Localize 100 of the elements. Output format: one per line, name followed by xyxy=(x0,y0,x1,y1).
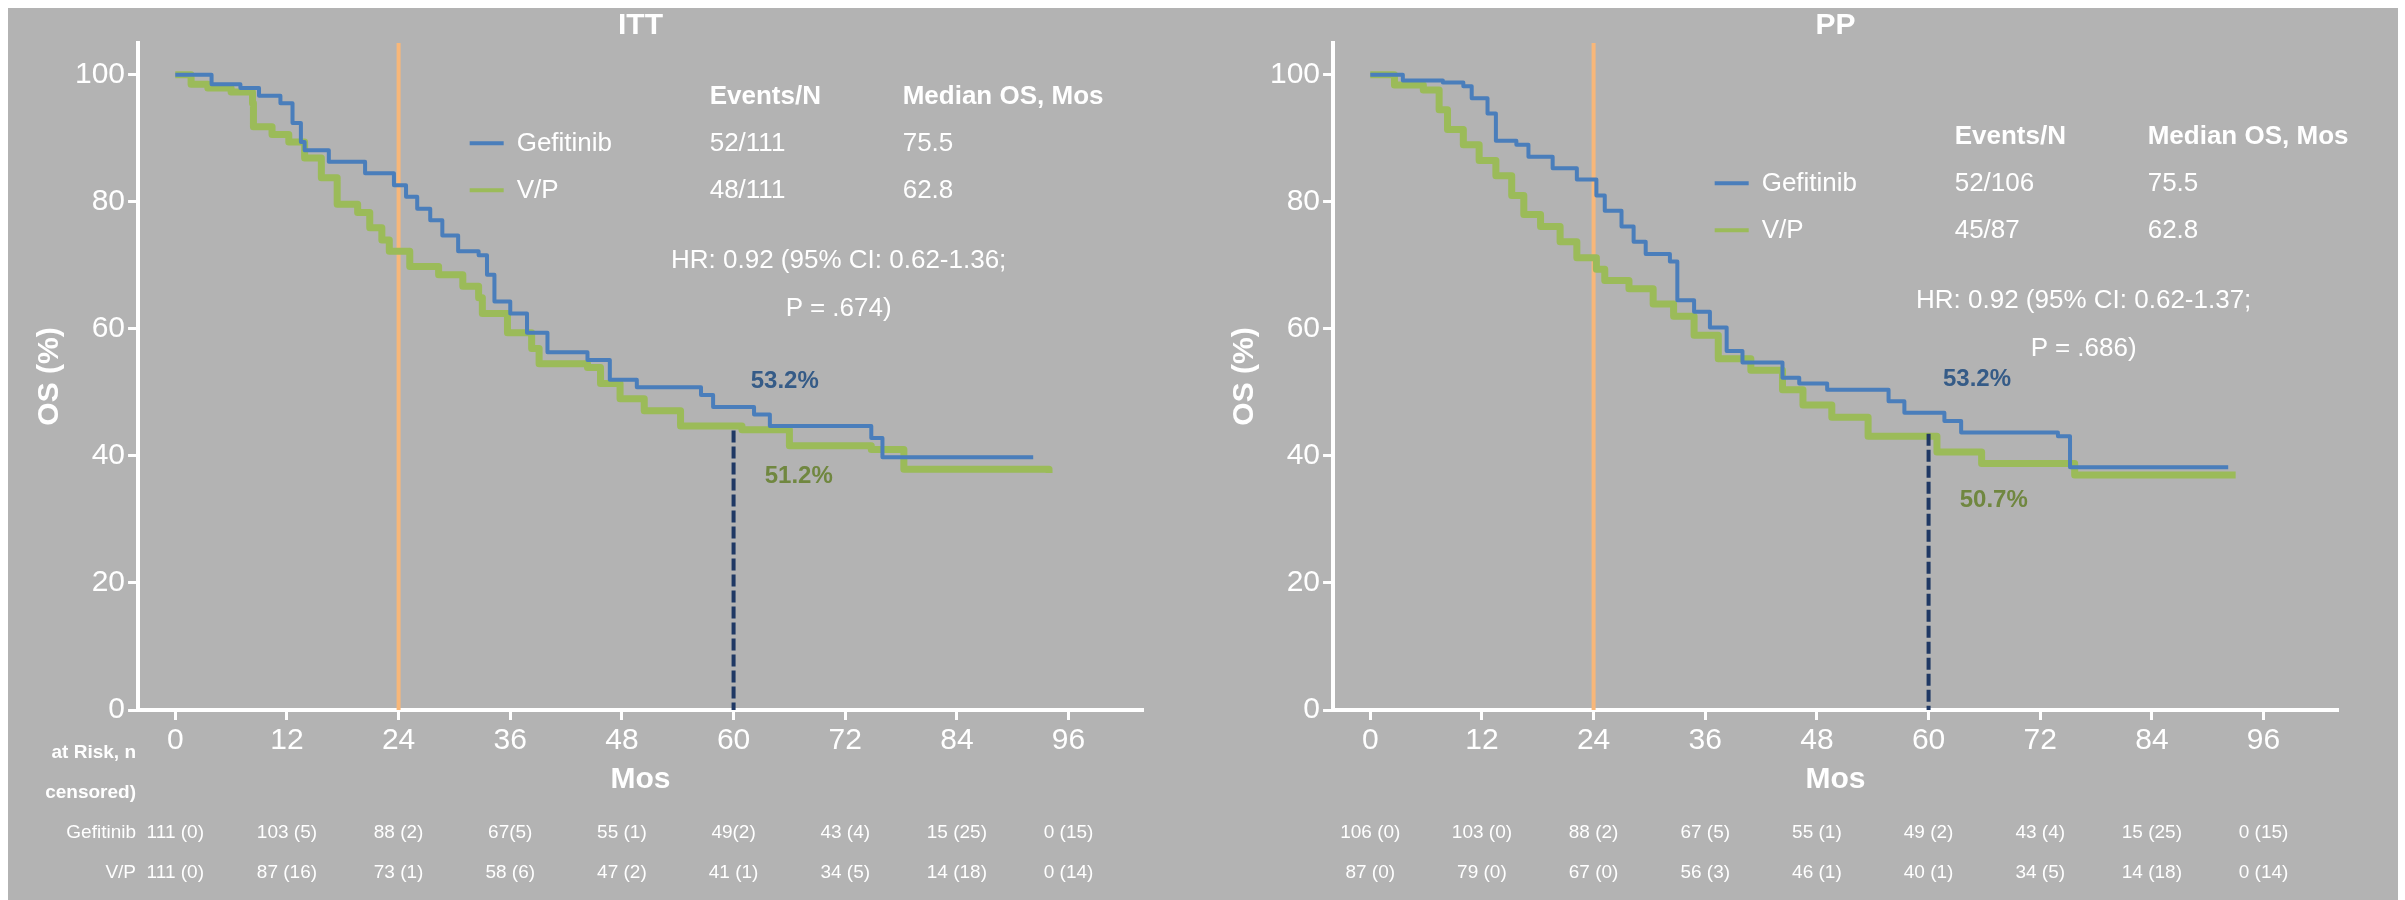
text: 14 (18) xyxy=(926,861,987,883)
text: 111 (0) xyxy=(146,861,204,883)
x-tick-label: 24 xyxy=(381,722,416,756)
annotation: HR: 0.92 (95% CI: 0.62-1.36; xyxy=(671,243,1007,274)
text: 41 (1) xyxy=(708,861,759,883)
annotation: HR: 0.92 (95% CI: 0.62-1.37; xyxy=(1916,283,2252,314)
text: 87 (16) xyxy=(256,861,318,883)
y-tick-label: 40 xyxy=(91,437,126,471)
text: 49 (2) xyxy=(1903,821,1954,843)
legend-label: Gefitinib xyxy=(516,126,613,157)
annotation: 50.7% xyxy=(1959,485,2028,512)
y-axis-title: OS (%) xyxy=(1226,327,1260,426)
x-tick-label: 60 xyxy=(1911,722,1946,756)
text: 34 (5) xyxy=(2015,861,2066,883)
y-tick-label: 60 xyxy=(1286,310,1321,344)
y-axis-title: OS (%) xyxy=(31,327,65,426)
text: 67 (5) xyxy=(1680,821,1731,843)
annotation: 53.2% xyxy=(750,365,819,393)
text: 55 (1) xyxy=(597,821,647,843)
text: 0 (14) xyxy=(1043,861,1094,883)
text: 43 (4) xyxy=(820,821,871,843)
x-tick-label: 96 xyxy=(2246,722,2281,756)
annotation: Median OS, Mos xyxy=(2147,119,2349,150)
x-tick-label: 84 xyxy=(940,722,974,756)
annotation: 75.5 xyxy=(2147,166,2199,197)
text: 55 (1) xyxy=(1792,821,1842,843)
annotation: P = .674) xyxy=(785,291,892,322)
text: 49(2) xyxy=(711,821,756,843)
y-tick-label: 80 xyxy=(1286,183,1321,217)
text: 0 (15) xyxy=(1043,821,1094,843)
x-axis-title: Mos xyxy=(1805,761,1866,795)
text: 56 (3) xyxy=(1680,861,1731,883)
text: 47 (2) xyxy=(597,861,647,883)
annotation: P = .686) xyxy=(2030,331,2137,362)
text: V/P xyxy=(105,861,136,883)
text: at Risk, n xyxy=(51,741,136,763)
annotation: 52/106 xyxy=(1954,166,2035,197)
chart-title: ITT xyxy=(618,7,664,41)
text: 14 (18) xyxy=(2121,861,2182,883)
chart-title: PP xyxy=(1815,7,1856,41)
text: 79 (0) xyxy=(1457,861,1507,883)
annotation: 52/111 xyxy=(709,126,786,157)
annotation: 62.8 xyxy=(902,173,954,204)
annotation: 62.8 xyxy=(2147,213,2199,244)
annotation: Events/N xyxy=(1954,119,2066,150)
x-tick-label: 36 xyxy=(493,722,527,756)
x-tick-label: 72 xyxy=(828,722,862,756)
x-tick-label: 0 xyxy=(1361,722,1379,756)
text: 46 (1) xyxy=(1792,861,1842,883)
x-tick-label: 12 xyxy=(1465,722,1499,756)
y-tick-label: 40 xyxy=(1286,437,1321,471)
y-tick-label: 100 xyxy=(1269,56,1321,90)
y-tick-label: 0 xyxy=(108,691,126,725)
text: 34 (5) xyxy=(820,861,871,883)
legend-label: Gefitinib xyxy=(1761,166,1858,197)
y-tick-label: 80 xyxy=(91,183,126,217)
x-tick-label: 12 xyxy=(270,722,304,756)
x-tick-label: 60 xyxy=(716,722,751,756)
y-tick-label: 100 xyxy=(74,56,126,90)
text: 106 (0) xyxy=(1340,821,1401,843)
text: 43 (4) xyxy=(2015,821,2066,843)
x-tick-label: 72 xyxy=(2023,722,2057,756)
text: 67(5) xyxy=(488,821,533,843)
x-tick-label: 84 xyxy=(2135,722,2169,756)
text: 103 (5) xyxy=(256,821,318,843)
x-tick-label: 0 xyxy=(166,722,184,756)
text: 58 (6) xyxy=(485,861,536,883)
x-tick-label: 48 xyxy=(605,722,639,756)
text: Gefitinib xyxy=(66,821,136,843)
x-tick-label: 96 xyxy=(1051,722,1086,756)
text: 88 (2) xyxy=(373,821,424,843)
text: 67 (0) xyxy=(1568,861,1619,883)
text: 103 (0) xyxy=(1451,821,1513,843)
text: 73 (1) xyxy=(373,861,424,883)
legend-label: V/P xyxy=(516,173,559,204)
text: 0 (15) xyxy=(2238,821,2289,843)
text: 15 (25) xyxy=(926,821,987,843)
annotation: Median OS, Mos xyxy=(902,79,1104,110)
annotation: 45/87 xyxy=(1954,213,2020,244)
text: 40 (1) xyxy=(1903,861,1954,883)
text: 15 (25) xyxy=(2121,821,2182,843)
x-tick-label: 36 xyxy=(1688,722,1722,756)
x-tick-label: 24 xyxy=(1576,722,1611,756)
legend-label: V/P xyxy=(1761,213,1804,244)
annotation: 51.2% xyxy=(764,461,833,489)
x-tick-label: 48 xyxy=(1800,722,1834,756)
y-tick-label: 60 xyxy=(91,310,126,344)
text: 87 (0) xyxy=(1345,861,1396,883)
y-tick-label: 20 xyxy=(91,564,126,598)
annotation: 75.5 xyxy=(902,126,954,157)
text: 0 (14) xyxy=(2238,861,2289,883)
annotation: 48/111 xyxy=(709,173,786,204)
annotation: 53.2% xyxy=(1942,364,2011,392)
annotation: Events/N xyxy=(709,79,821,110)
y-tick-label: 20 xyxy=(1286,564,1321,598)
y-tick-label: 0 xyxy=(1303,691,1321,725)
text: censored) xyxy=(45,781,136,803)
x-axis-title: Mos xyxy=(610,761,671,795)
text: 88 (2) xyxy=(1568,821,1619,843)
text: 111 (0) xyxy=(146,821,204,843)
